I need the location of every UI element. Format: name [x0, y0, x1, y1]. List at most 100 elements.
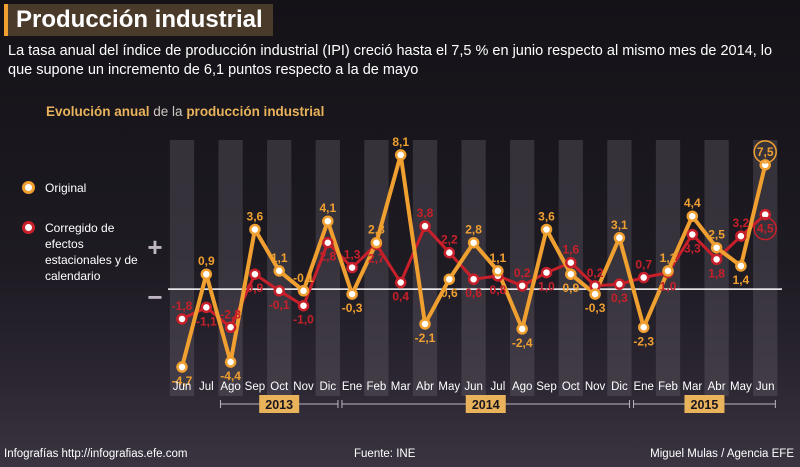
month-band: [510, 140, 535, 396]
x-tick-label: Jun: [464, 381, 483, 393]
series-points: [176, 149, 771, 373]
point-corrected: [637, 271, 650, 284]
month-band: [461, 140, 486, 396]
x-tick-label: Mar: [391, 381, 411, 393]
data-label-corrected: 2,2: [441, 233, 458, 247]
data-label-corrected: 0,4: [392, 290, 409, 304]
x-tick-label: Abr: [416, 381, 434, 393]
data-label-corrected: 1,3: [344, 248, 361, 262]
point-original: [394, 149, 407, 161]
legend-label-corrected: Corregido de efectos estacionales y de c…: [45, 221, 138, 283]
x-tick-label: May: [730, 381, 752, 393]
point-corrected: [297, 299, 310, 312]
x-tick-label: Jul: [491, 381, 506, 393]
data-label-original: -2,3: [633, 334, 654, 348]
point-original: [492, 265, 504, 277]
data-label-corrected: 3,2: [733, 216, 750, 230]
data-label-original: -4,4: [220, 369, 241, 383]
data-label-original: -0,3: [585, 301, 606, 315]
point-corrected: [759, 208, 771, 221]
data-label-original: 1,4: [733, 273, 750, 287]
point-corrected: [200, 301, 213, 314]
x-tick-label: Ene: [342, 381, 362, 393]
x-tick-label: Sep: [536, 381, 556, 393]
data-label-corrected: -1,1: [196, 314, 217, 328]
month-band: [753, 140, 778, 396]
data-label-original: 0,9: [562, 281, 579, 295]
point-corrected: [322, 236, 334, 249]
point-corrected: [565, 256, 577, 269]
point-original: [249, 223, 261, 236]
data-label-original: 2,5: [708, 228, 725, 242]
x-tick-label: Jun: [756, 381, 775, 393]
point-corrected: [540, 266, 553, 279]
point-corrected: [443, 246, 456, 259]
chart-title-part3: producción industrial: [186, 104, 325, 119]
data-label-corrected: 0,2: [514, 266, 531, 280]
footer-source: Fuente: INE: [354, 448, 416, 460]
month-band: [169, 140, 195, 396]
point-corrected: [735, 230, 747, 242]
legend-item-original: Original: [22, 180, 145, 196]
x-tick-label: Nov: [585, 381, 606, 393]
x-tick-label: Sep: [245, 381, 265, 393]
legend-marker-original: [22, 181, 35, 194]
point-corrected: [516, 280, 528, 292]
highlight-ring: [753, 216, 777, 241]
point-original: [686, 210, 699, 222]
footer-infografias: Infografías http://infografias.efe.com: [4, 448, 188, 460]
x-tick-label: May: [438, 381, 460, 393]
x-tick-label: Oct: [270, 381, 289, 393]
data-label-corrected: 2,8: [319, 250, 336, 264]
point-original: [467, 236, 480, 249]
point-original: [589, 288, 601, 300]
point-corrected: [394, 276, 407, 289]
point-original: [443, 273, 456, 285]
point-original: [613, 232, 626, 244]
month-bands: [169, 140, 778, 396]
point-original: [176, 361, 188, 373]
x-tick-label: Jul: [199, 381, 214, 393]
data-label-corrected: -2,3: [220, 307, 241, 321]
data-label-corrected: 1,0: [538, 280, 555, 294]
data-label-original: 1,1: [660, 251, 677, 265]
data-label-original: -2,1: [415, 331, 436, 345]
point-corrected: [613, 278, 626, 290]
legend-item-corrected: Corregido de efectos estacionales y de c…: [22, 220, 145, 284]
page-title: Producción industrial: [16, 6, 263, 33]
data-label-original: -0,1: [293, 271, 314, 285]
data-label-original: 4,4: [684, 196, 701, 210]
chart-title: Evolución anual de la producción industr…: [46, 104, 324, 119]
data-label-original: 0,9: [198, 254, 215, 268]
data-label-original: 7,5: [757, 145, 774, 159]
point-original: [346, 288, 358, 300]
year-label: 2015: [691, 398, 719, 412]
x-tick-label: Nov: [293, 381, 314, 393]
data-label-original: -0,3: [342, 301, 363, 315]
data-label-corrected: -1,0: [293, 313, 314, 327]
data-label-corrected: 2,7: [368, 251, 385, 265]
data-label-corrected: -1,8: [172, 299, 193, 313]
data-label-corrected: 4,5: [757, 222, 774, 236]
data-label-original: 1,1: [271, 251, 288, 265]
data-label-original: 8,1: [392, 135, 409, 149]
data-label-corrected: 0,3: [611, 291, 628, 305]
point-original: [516, 323, 528, 335]
x-tick-label: Ago: [220, 381, 240, 393]
data-label-original: 2,8: [368, 223, 385, 237]
positive-sign: +: [147, 232, 162, 262]
legend-label-original: Original: [45, 181, 87, 195]
point-original: [540, 223, 553, 236]
highlight-ring: [753, 140, 777, 164]
x-tick-label: Oct: [562, 381, 581, 393]
data-label-original: 4,1: [319, 201, 336, 215]
x-tick-label: Abr: [708, 381, 726, 393]
point-corrected: [346, 261, 358, 274]
point-original: [662, 265, 674, 277]
point-original: [419, 318, 431, 330]
point-original: [297, 285, 310, 297]
data-label-corrected: 3,8: [417, 206, 434, 220]
point-original: [735, 260, 747, 272]
